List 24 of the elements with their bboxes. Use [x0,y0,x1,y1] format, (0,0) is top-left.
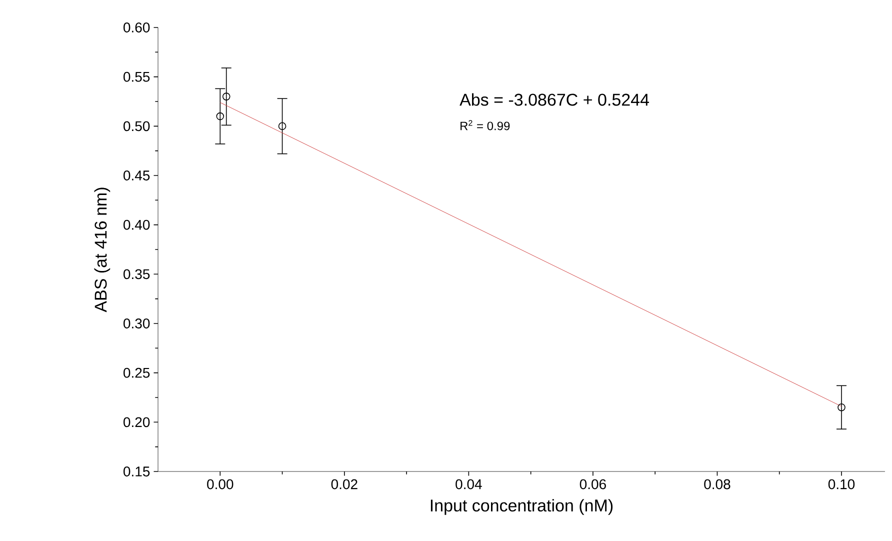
x-tick-label: 0.04 [456,479,482,490]
x-tick-label: 0.10 [828,479,855,490]
y-tick-label: 0.35 [124,269,150,280]
y-tick-label: 0.30 [124,318,150,328]
point [838,403,846,412]
point [222,92,230,100]
y-tick-label: 0.40 [124,220,150,230]
y-tick-label: 0.25 [124,368,150,378]
point [278,122,286,130]
point [216,112,224,120]
y-tick-label: 0.15 [124,466,150,476]
x-axis-title: Input concentration (nM) [430,499,613,515]
x-tick-label: 0.08 [704,479,730,490]
x-tick-label: 0.02 [331,479,358,490]
y-tick-label: 0.50 [124,121,150,132]
y-tick-label: 0.20 [124,417,150,428]
x-tick-label: 0.00 [207,479,234,490]
y-tick-label: 0.55 [124,72,150,82]
x-tick-label: 0.06 [580,479,606,490]
annotation: R$^{2}$ = 0.99 [460,120,510,130]
annotation: Abs = -3.0867C + 0.5244 [460,93,650,106]
y-axis-title: ABS (at 416 nm) [94,188,110,312]
y-tick-label: 0.45 [124,170,150,180]
y-tick-label: 0.60 [124,22,150,32]
